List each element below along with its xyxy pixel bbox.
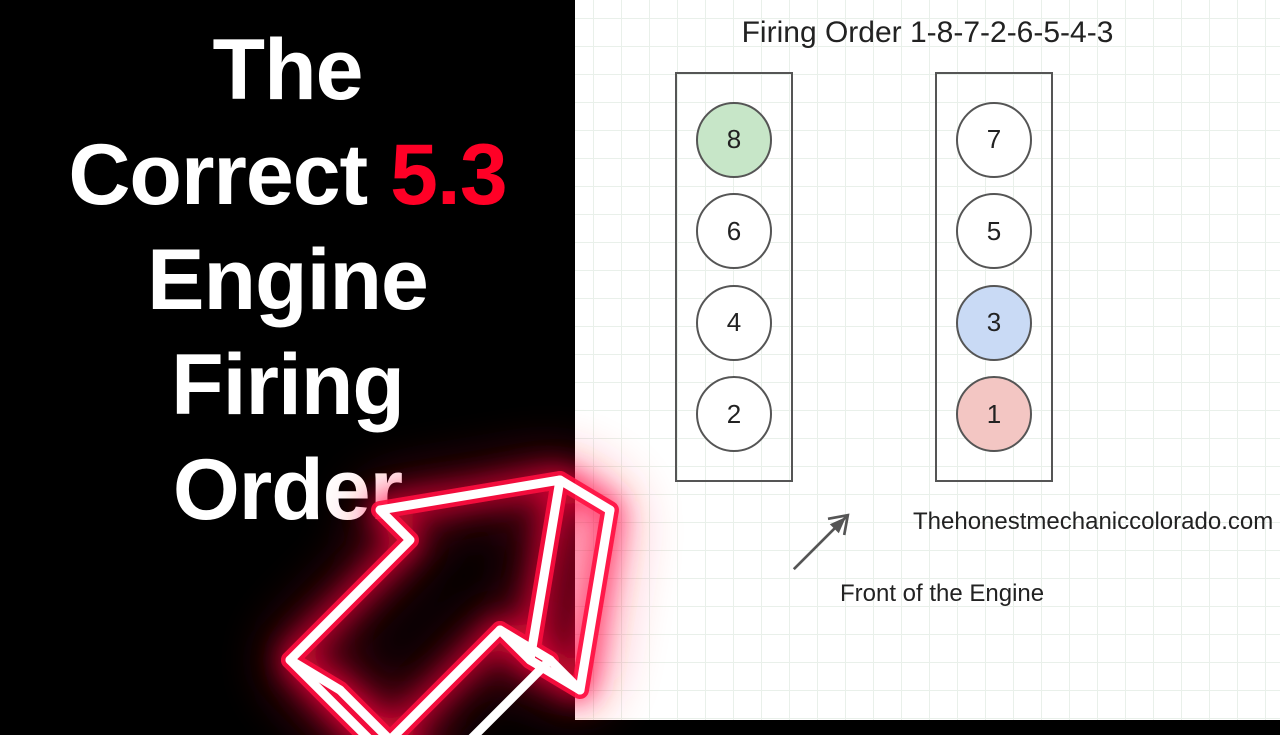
- title-line-1: The: [213, 18, 363, 123]
- cylinder-3: 3: [956, 285, 1032, 361]
- title-line-3: Engine: [147, 228, 428, 333]
- title-line-5: Order: [173, 438, 402, 543]
- cylinder-6: 6: [696, 193, 772, 269]
- diagram-panel: Firing Order 1-8-7-2-6-5-4-3 8 6 4 2 7 5 3 1 F…: [575, 0, 1280, 720]
- cylinder-bank-left: 8 6 4 2: [675, 72, 793, 482]
- firing-order-heading: Firing Order 1-8-7-2-6-5-4-3: [575, 16, 1280, 50]
- title-accent: 5.3: [390, 127, 507, 223]
- cylinder-5: 5: [956, 193, 1032, 269]
- title-line-2-pre: Correct: [68, 127, 390, 223]
- title-line-4: Firing: [171, 333, 404, 438]
- cylinder-4: 4: [696, 285, 772, 361]
- front-of-engine-label: Front of the Engine: [840, 580, 1044, 608]
- cylinder-7: 7: [956, 102, 1032, 178]
- cylinder-1: 1: [956, 376, 1032, 452]
- cylinder-2: 2: [696, 376, 772, 452]
- credit-text: Thehonestmechaniccolorado.com: [913, 508, 1273, 536]
- title-panel: The Correct 5.3 Engine Firing Order: [0, 0, 575, 720]
- title-line-2: Correct 5.3: [68, 123, 506, 228]
- front-arrow-icon: [783, 490, 873, 580]
- cylinder-8: 8: [696, 102, 772, 178]
- cylinder-bank-right: 7 5 3 1: [935, 72, 1053, 482]
